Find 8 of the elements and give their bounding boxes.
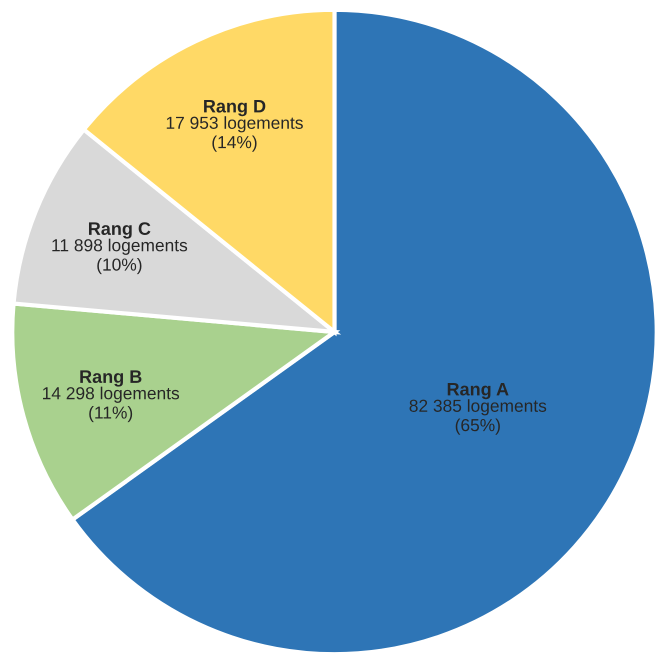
slice-label: Rang D bbox=[204, 100, 266, 116]
slice-label: Rang C bbox=[88, 222, 150, 239]
slice-label: Rang B bbox=[80, 370, 142, 387]
data-label: 11 898 logements (10%) bbox=[52, 238, 188, 274]
data-label: 14 298 logements (11%) bbox=[42, 386, 180, 422]
data-label: 82 385 logements (65%) bbox=[410, 399, 546, 435]
data-label: 17 953 logements (14%) bbox=[166, 116, 303, 152]
slice-label: Rang A bbox=[448, 382, 509, 400]
